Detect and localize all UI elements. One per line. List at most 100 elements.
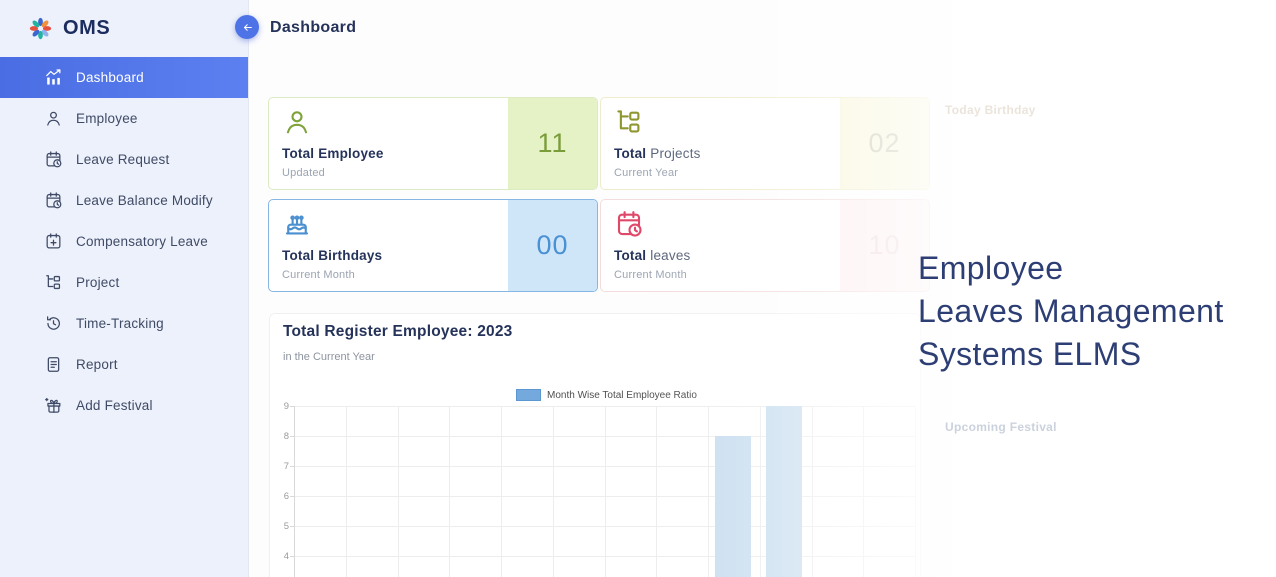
sidebar-item-compensatory-leave[interactable]: Compensatory Leave <box>0 221 248 262</box>
chart-bar <box>714 436 751 577</box>
y-axis-tick-mark <box>290 526 294 527</box>
vertical-gridline <box>501 406 502 577</box>
sidebar-item-label: Dashboard <box>76 70 144 85</box>
stat-card-title: Total Projects <box>614 146 701 161</box>
y-axis-tick-label: 7 <box>283 461 289 472</box>
hero-line: Employee <box>918 250 1064 286</box>
vertical-gridline <box>708 406 709 577</box>
vertical-gridline <box>759 406 761 577</box>
birthday-cake-icon <box>285 215 309 235</box>
stat-card-subtitle: Current Year <box>614 167 679 179</box>
hero-line: Systems ELMS <box>918 336 1142 372</box>
chart-title: Total Register Employee: 2023 <box>283 323 513 340</box>
calendar-clock-icon <box>617 211 642 237</box>
chart-plot <box>290 406 916 577</box>
faded-widget-label-bottom: Upcoming Festival <box>945 420 1057 434</box>
faded-widget-label-top: Today Birthday <box>945 103 1036 117</box>
history-clock-icon <box>47 316 60 330</box>
y-axis-tick-label: 9 <box>283 401 289 412</box>
chart-card: Total Register Employee: 2023 in the Cur… <box>269 313 921 577</box>
hero-heading: Employee Leaves Management Systems ELMS <box>918 247 1224 376</box>
stat-card-total-leaves[interactable]: Total leaves Current Month 10 <box>600 199 930 292</box>
pinwheel-logo-icon <box>29 17 52 40</box>
calendar-plus-icon <box>46 233 61 249</box>
stat-card-subtitle: Current Month <box>614 269 687 281</box>
legend-swatch <box>516 389 541 401</box>
arrow-left-icon <box>243 23 252 31</box>
sidebar-item-add-festival[interactable]: Add Festival <box>0 385 248 426</box>
stat-card-value: 10 <box>840 200 929 291</box>
sidebar-item-report[interactable]: Report <box>0 344 248 385</box>
chart-legend[interactable]: Month Wise Total Employee Ratio <box>516 389 697 401</box>
y-axis-tick-labels: 9 8 7 6 5 4 <box>270 401 289 577</box>
sidebar-item-label: Compensatory Leave <box>76 234 208 249</box>
app-logo: OMS <box>0 0 248 57</box>
stat-card-body: Total Projects Current Year <box>601 98 840 189</box>
sidebar-item-label: Employee <box>76 111 138 126</box>
report-document-icon <box>47 357 60 372</box>
stat-card-value: 00 <box>508 200 597 291</box>
sidebar-item-label: Leave Balance Modify <box>76 193 213 208</box>
y-axis-tick-mark <box>290 406 294 407</box>
sidebar-item-employee[interactable]: Employee <box>0 98 248 139</box>
sidebar-item-time-tracking[interactable]: Time-Tracking <box>0 303 248 344</box>
sidebar-nav: Dashboard Employee Leave Request <box>0 57 248 426</box>
sidebar-item-leave-request[interactable]: Leave Request <box>0 139 248 180</box>
sidebar: OMS Dashboard Employee <box>0 0 249 577</box>
sidebar-item-label: Add Festival <box>76 398 153 413</box>
chart-bar <box>766 406 803 577</box>
y-axis-tick-label: 8 <box>283 431 289 442</box>
stat-card-total-birthdays[interactable]: Total Birthdays Current Month 00 <box>268 199 598 292</box>
project-tree-icon <box>617 110 640 133</box>
chart-subtitle: in the Current Year <box>283 351 375 363</box>
sidebar-item-label: Report <box>76 357 118 372</box>
y-axis-tick-label: 5 <box>283 521 289 532</box>
person-icon <box>47 111 60 126</box>
stat-card-subtitle: Current Month <box>282 269 355 281</box>
calendar-clock-icon <box>46 192 62 209</box>
vertical-gridline <box>604 406 606 577</box>
sidebar-item-label: Time-Tracking <box>76 316 164 331</box>
page-title: Dashboard <box>270 19 357 36</box>
stat-card-subtitle: Updated <box>282 167 325 179</box>
vertical-gridline <box>449 406 451 577</box>
y-axis-tick-mark <box>290 496 294 497</box>
stat-card-body: Total Employee Updated <box>269 98 508 189</box>
sidebar-item-label: Leave Request <box>76 152 170 167</box>
project-tree-icon <box>46 275 61 290</box>
stat-card-value: 11 <box>508 98 597 189</box>
sidebar-item-label: Project <box>76 275 120 290</box>
stat-card-value: 02 <box>840 98 929 189</box>
vertical-gridline <box>397 406 399 577</box>
y-axis-line <box>294 406 295 577</box>
vertical-gridline <box>863 406 865 577</box>
y-axis-tick-mark <box>290 436 294 437</box>
sidebar-item-dashboard[interactable]: Dashboard <box>0 57 248 98</box>
stat-card-title: Total leaves <box>614 248 691 263</box>
vertical-gridline <box>345 406 347 577</box>
gift-icon <box>45 397 61 413</box>
bar-chart-icon <box>46 69 61 85</box>
y-axis-tick-label: 4 <box>283 551 289 562</box>
vertical-gridline <box>915 406 916 577</box>
stat-card-total-projects[interactable]: Total Projects Current Year 02 <box>600 97 930 190</box>
sidebar-item-leave-balance-modify[interactable]: Leave Balance Modify <box>0 180 248 221</box>
y-axis-tick-label: 6 <box>283 491 289 502</box>
calendar-clock-icon <box>46 151 62 168</box>
hero-line: Leaves Management <box>918 293 1224 329</box>
y-axis-tick-mark <box>290 556 294 557</box>
vertical-gridline <box>656 406 658 577</box>
stat-card-body: Total Birthdays Current Month <box>269 200 508 291</box>
y-axis-tick-mark <box>290 466 294 467</box>
stat-card-title: Total Birthdays <box>282 248 383 263</box>
person-icon <box>286 111 308 134</box>
stat-card-total-employee[interactable]: Total Employee Updated 11 <box>268 97 598 190</box>
sidebar-collapse-button[interactable] <box>235 15 259 39</box>
stat-card-body: Total leaves Current Month <box>601 200 840 291</box>
vertical-gridline <box>552 406 554 577</box>
legend-label: Month Wise Total Employee Ratio <box>547 389 697 401</box>
vertical-gridline <box>811 406 813 577</box>
sidebar-item-project[interactable]: Project <box>0 262 248 303</box>
stat-card-title: Total Employee <box>282 146 384 161</box>
